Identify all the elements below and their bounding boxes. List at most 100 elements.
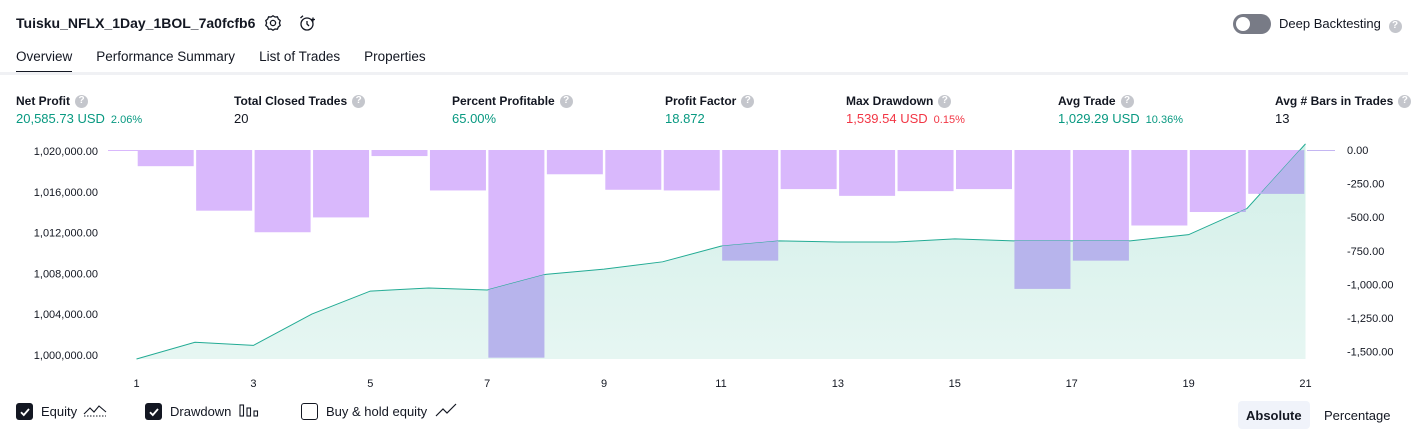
- x-axis-tick: 3: [250, 378, 256, 390]
- left-axis-tick: 1,012,000.00: [34, 228, 98, 240]
- percentage-button[interactable]: Percentage: [1324, 407, 1391, 423]
- deep-backtesting-row: Deep Backtesting ?: [1279, 16, 1402, 33]
- metric-percent: 10.36%: [1145, 114, 1183, 126]
- legend-buy-hold[interactable]: Buy & hold equity: [301, 403, 457, 420]
- x-axis-tick: 15: [949, 378, 961, 390]
- metric-avg-trade: Avg Trade? 1,029.29 USD 10.36%: [1058, 94, 1183, 126]
- metric-percent-profitable: Percent Profitable? 65.00%: [452, 94, 573, 126]
- drawdown-overlap: [1307, 150, 1335, 151]
- metric-label: Avg Trade: [1058, 94, 1116, 108]
- left-axis-tick: 1,004,000.00: [34, 309, 98, 321]
- drawdown-bar: [663, 150, 720, 191]
- left-axis-tick: 1,020,000.00: [34, 146, 98, 158]
- drawdown-bar: [780, 150, 837, 190]
- drawdown-bar: [1131, 150, 1188, 226]
- x-axis-tick: 9: [601, 378, 607, 390]
- metric-label: Net Profit: [16, 94, 70, 108]
- right-axis-tick: -1,000.00: [1347, 279, 1393, 291]
- help-icon[interactable]: ?: [1120, 94, 1134, 108]
- equity-drawdown-chart[interactable]: 1,020,000.00 1,016,000.00 1,012,000.00 1,00…: [0, 0, 1424, 400]
- drawdown-overlap: [1014, 240, 1071, 289]
- help-icon[interactable]: ?: [559, 94, 573, 108]
- drawdown-bar: [956, 150, 1012, 190]
- metric-value: 20: [234, 111, 249, 126]
- legend-drawdown[interactable]: Drawdown: [145, 403, 259, 420]
- drawdown-bar: [196, 150, 253, 211]
- metric-value: 1,539.54 USD: [846, 111, 928, 126]
- help-icon[interactable]: ?: [1388, 19, 1402, 33]
- alarm-clock-plus-icon[interactable]: [297, 13, 317, 33]
- buy-hold-checkbox[interactable]: [301, 403, 318, 420]
- drawdown-bar: [137, 150, 194, 167]
- drawdown-bar: [371, 150, 428, 157]
- metric-net-profit: Net Profit? 20,585.73 USD 2.06%: [16, 94, 142, 126]
- drawdown-checkbox[interactable]: [145, 403, 162, 420]
- drawdown-bar: [313, 150, 370, 218]
- drawdown-bars-icon: [239, 403, 259, 420]
- help-icon[interactable]: ?: [1398, 94, 1412, 108]
- legend-equity-label: Equity: [41, 404, 78, 419]
- metric-label: Total Closed Trades: [234, 94, 348, 108]
- help-icon[interactable]: ?: [75, 94, 88, 108]
- metric-label: Percent Profitable: [452, 94, 555, 108]
- metric-value: 20,585.73 USD: [16, 111, 105, 126]
- help-icon[interactable]: ?: [938, 94, 952, 108]
- drawdown-bar: [546, 150, 603, 175]
- drawdown-bar: [605, 150, 662, 190]
- right-axis-tick: -1,500.00: [1347, 347, 1393, 359]
- x-axis-tick: 17: [1066, 378, 1078, 390]
- deep-backtesting-toggle[interactable]: [1233, 14, 1271, 34]
- drawdown-overlap: [722, 241, 779, 261]
- drawdown-overlap: [1248, 150, 1305, 194]
- metric-value: 13: [1275, 111, 1290, 126]
- left-axis-tick: 1,016,000.00: [34, 187, 98, 199]
- metric-percent: 0.15%: [933, 114, 965, 126]
- tab-performance-summary[interactable]: Performance Summary: [96, 49, 236, 64]
- metric-value: 18.872: [665, 111, 705, 126]
- x-axis-tick: 13: [832, 378, 844, 390]
- left-axis-tick: 1,008,000.00: [34, 268, 98, 280]
- help-icon[interactable]: ?: [352, 94, 366, 108]
- metric-avg-bars: Avg # Bars in Trades? 13: [1275, 94, 1412, 126]
- equity-checkbox[interactable]: [16, 403, 33, 420]
- tab-list-of-trades[interactable]: List of Trades: [259, 49, 341, 64]
- metric-total-closed-trades: Total Closed Trades? 20: [234, 94, 366, 126]
- drawdown-bar: [839, 150, 896, 196]
- absolute-button[interactable]: Absolute: [1238, 401, 1310, 429]
- gear-icon[interactable]: [263, 13, 283, 33]
- drawdown-bar: [108, 150, 164, 151]
- equity-area: [136, 143, 1306, 359]
- metric-max-drawdown: Max Drawdown? 1,539.54 USD 0.15%: [846, 94, 965, 126]
- trend-line-icon: [435, 403, 457, 420]
- metric-label: Profit Factor: [665, 94, 737, 108]
- x-axis-tick: 1: [133, 378, 139, 390]
- legend-equity[interactable]: Equity: [16, 403, 107, 420]
- metric-value: 65.00%: [452, 111, 497, 126]
- metric-label: Max Drawdown: [846, 94, 934, 108]
- strategy-name: Tuisku_NFLX_1Day_1BOL_7a0fcfb6: [16, 15, 256, 31]
- x-axis-tick: 5: [367, 378, 373, 390]
- right-axis-tick: -250.00: [1347, 179, 1384, 191]
- right-axis-tick: -750.00: [1347, 246, 1384, 258]
- left-axis-tick: 1,000,000.00: [34, 350, 98, 362]
- x-axis-tick: 7: [484, 378, 490, 390]
- x-axis-tick: 21: [1299, 378, 1311, 390]
- x-axis-tick: 19: [1182, 378, 1194, 390]
- drawdown-overlap: [1189, 209, 1246, 213]
- drawdown-overlap: [1072, 240, 1129, 261]
- drawdown-bar: [429, 150, 486, 191]
- metric-value: 1,029.29 USD: [1058, 111, 1140, 126]
- right-axis-tick: -1,250.00: [1347, 313, 1393, 325]
- tab-properties[interactable]: Properties: [364, 49, 426, 64]
- tab-divider: [0, 72, 1408, 75]
- x-axis-tick: 11: [715, 378, 726, 390]
- help-icon[interactable]: ?: [741, 94, 755, 108]
- metric-percent: 2.06%: [110, 114, 143, 126]
- metric-profit-factor: Profit Factor? 18.872: [665, 94, 755, 126]
- equity-line-icon: [83, 403, 107, 420]
- drawdown-bar: [1189, 150, 1246, 213]
- legend-drawdown-label: Drawdown: [170, 404, 232, 419]
- right-axis-tick: 0.00: [1347, 145, 1368, 157]
- drawdown-overlap: [488, 274, 545, 358]
- right-axis-tick: -500.00: [1347, 212, 1384, 224]
